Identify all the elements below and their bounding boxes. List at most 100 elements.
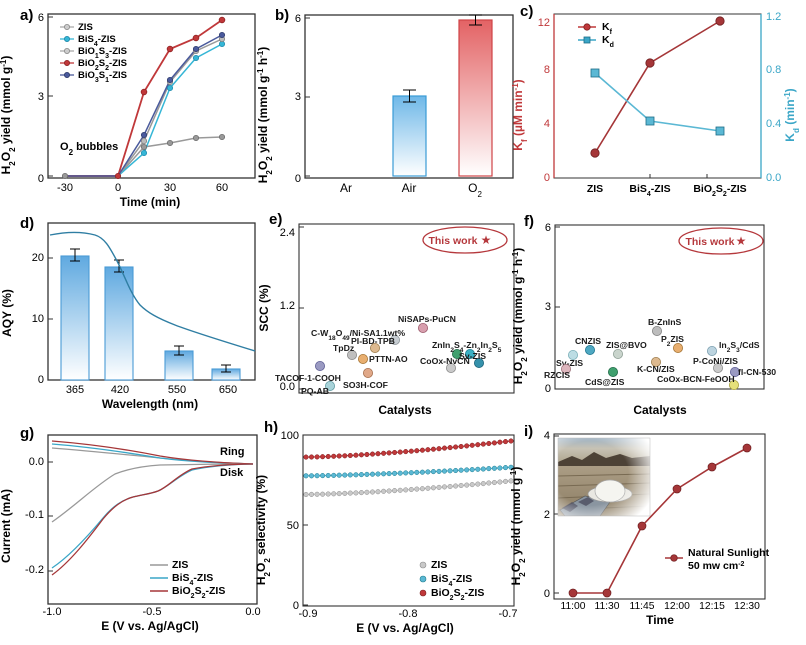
svg-text:11:00: 11:00 <box>560 601 585 612</box>
svg-text:PQ-AB: PQ-AB <box>301 386 329 396</box>
svg-text:0.0: 0.0 <box>766 172 781 184</box>
svg-text:This work: This work <box>685 236 734 248</box>
svg-text:b): b) <box>275 7 289 24</box>
svg-text:60: 60 <box>216 182 228 194</box>
svg-text:P-CoNi/ZIS: P-CoNi/ZIS <box>693 356 738 366</box>
svg-text:0.0: 0.0 <box>29 456 44 468</box>
svg-text:12:00: 12:00 <box>664 601 690 612</box>
svg-text:d): d) <box>20 215 34 232</box>
svg-text:10: 10 <box>32 313 44 325</box>
svg-text:NiSAPs-PuCN: NiSAPs-PuCN <box>398 314 456 324</box>
svg-text:★: ★ <box>736 234 747 248</box>
svg-text:6: 6 <box>38 12 44 24</box>
svg-text:AQY (%): AQY (%) <box>0 289 14 337</box>
svg-text:BiO3S1-ZIS: BiO3S1-ZIS <box>78 70 127 84</box>
svg-text:12: 12 <box>538 17 550 29</box>
svg-text:PI-BD-TPB: PI-BD-TPB <box>351 336 395 346</box>
svg-text:3: 3 <box>545 301 551 313</box>
svg-text:ZIS: ZIS <box>78 22 93 33</box>
svg-text:Kd (min-1): Kd (min-1) <box>783 88 801 141</box>
svg-text:e): e) <box>269 211 282 228</box>
svg-text:1.2: 1.2 <box>280 300 295 312</box>
svg-text:0: 0 <box>545 383 551 395</box>
svg-text:ZIS@BVO: ZIS@BVO <box>606 340 647 350</box>
svg-text:H2O2 yield (mmol g-1): H2O2 yield (mmol g-1) <box>510 467 527 586</box>
svg-text:20: 20 <box>32 252 44 264</box>
svg-text:0: 0 <box>544 172 550 184</box>
svg-text:100: 100 <box>281 430 299 442</box>
svg-text:Catalysts: Catalysts <box>378 403 432 417</box>
svg-text:★: ★ <box>481 233 492 247</box>
svg-text:-0.1: -0.1 <box>25 509 44 521</box>
svg-text:i): i) <box>524 423 533 440</box>
svg-text:PTTN-AO: PTTN-AO <box>369 354 408 364</box>
svg-text:4: 4 <box>544 118 550 130</box>
svg-text:CdS@ZIS: CdS@ZIS <box>585 377 625 387</box>
svg-text:O2 bubbles: O2 bubbles <box>60 141 118 157</box>
svg-text:O2: O2 <box>468 181 482 199</box>
svg-text:g): g) <box>20 425 34 442</box>
svg-text:Time: Time <box>646 613 674 627</box>
svg-text:In2S3/CdS: In2S3/CdS <box>719 340 760 354</box>
svg-text:ZIS: ZIS <box>172 559 188 571</box>
svg-text:650: 650 <box>219 384 237 396</box>
svg-text:Catalysts: Catalysts <box>633 403 687 417</box>
svg-text:0.4: 0.4 <box>766 118 781 130</box>
svg-text:BiO2S2-ZIS: BiO2S2-ZIS <box>693 183 746 198</box>
svg-text:Wavelength (nm): Wavelength (nm) <box>102 397 198 411</box>
svg-text:-0.8: -0.8 <box>399 608 418 620</box>
svg-text:K-CN/ZIS: K-CN/ZIS <box>637 364 675 374</box>
svg-text:-1.0: -1.0 <box>43 606 62 618</box>
svg-text:Time (min): Time (min) <box>120 195 180 209</box>
svg-text:0: 0 <box>38 173 44 185</box>
svg-text:CoOx-BCN-FeOOH: CoOx-BCN-FeOOH <box>657 374 735 384</box>
svg-text:Kd: Kd <box>602 34 614 49</box>
svg-text:-30: -30 <box>57 182 73 194</box>
svg-text:ZIS: ZIS <box>431 559 447 571</box>
svg-text:ZIS: ZIS <box>587 183 603 195</box>
svg-text:B-ZnInS: B-ZnInS <box>648 317 682 327</box>
svg-text:h): h) <box>264 419 278 436</box>
svg-text:3: 3 <box>38 91 44 103</box>
svg-text:0.8: 0.8 <box>766 64 781 76</box>
svg-text:f): f) <box>524 213 534 230</box>
svg-text:RZCIS: RZCIS <box>544 370 570 380</box>
svg-text:11:30: 11:30 <box>594 601 619 612</box>
svg-text:-0.2: -0.2 <box>25 564 44 576</box>
svg-text:SO3H-COF: SO3H-COF <box>343 380 388 390</box>
svg-text:BiO2S2-ZIS: BiO2S2-ZIS <box>172 585 225 600</box>
svg-text:3: 3 <box>295 91 301 103</box>
svg-text:E (V vs. Ag/AgCl): E (V vs. Ag/AgCl) <box>356 621 454 635</box>
svg-text:TpDz: TpDz <box>333 343 355 353</box>
svg-text:a): a) <box>20 7 33 24</box>
svg-text:2: 2 <box>544 509 550 521</box>
svg-text:6: 6 <box>545 222 551 234</box>
svg-text:BiS4-ZIS: BiS4-ZIS <box>629 183 670 198</box>
svg-text:550: 550 <box>168 384 186 396</box>
svg-text:8: 8 <box>544 64 550 76</box>
svg-text:Ar: Ar <box>340 181 352 195</box>
svg-text:H2O2 selectivity (%): H2O2 selectivity (%) <box>255 475 272 585</box>
svg-text:12:30: 12:30 <box>734 601 760 612</box>
svg-text:0: 0 <box>38 374 44 386</box>
svg-text:2.4: 2.4 <box>280 227 295 239</box>
svg-text:6: 6 <box>295 13 301 25</box>
svg-text:50: 50 <box>287 520 299 532</box>
svg-text:CoOx-NvCN: CoOx-NvCN <box>420 356 470 366</box>
svg-text:Air: Air <box>402 181 417 195</box>
svg-text:1.2: 1.2 <box>766 11 781 23</box>
svg-text:CNZIS: CNZIS <box>575 336 601 346</box>
svg-text:BiO2S2-ZIS: BiO2S2-ZIS <box>431 587 484 602</box>
svg-text:Kf (µM min-1): Kf (µM min-1) <box>511 79 529 150</box>
svg-text:-0.5: -0.5 <box>143 606 162 618</box>
svg-text:0: 0 <box>295 173 301 185</box>
svg-text:H2O2 yield (mmol g-1 h-1): H2O2 yield (mmol g-1 h-1) <box>256 47 274 184</box>
svg-text:30: 30 <box>164 182 176 194</box>
svg-text:-0.9: -0.9 <box>299 608 318 620</box>
svg-text:365: 365 <box>66 384 84 396</box>
svg-text:0: 0 <box>544 588 550 600</box>
svg-text:H2O2 yield (mmol g-1 h-1): H2O2 yield (mmol g-1 h-1) <box>511 248 529 385</box>
svg-text:4: 4 <box>544 430 550 442</box>
svg-text:11:45: 11:45 <box>629 601 654 612</box>
svg-text:Current (mA): Current (mA) <box>0 489 13 563</box>
